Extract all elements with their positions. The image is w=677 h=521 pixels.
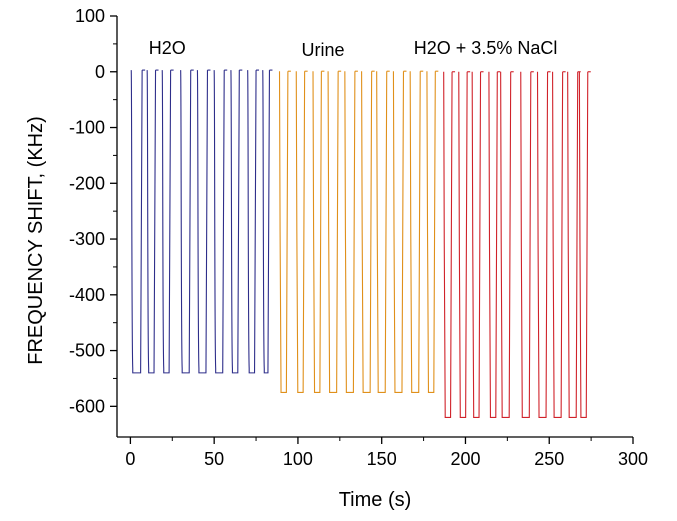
pulse-line xyxy=(536,71,549,419)
x-tick-label: 100 xyxy=(283,449,313,469)
series-annotation: H2O + 3.5% NaCl xyxy=(414,38,558,58)
pulse-line xyxy=(392,71,405,393)
pulse-line xyxy=(443,71,453,419)
pulse-line xyxy=(520,71,532,419)
pulse-line xyxy=(458,71,468,419)
y-tick-label: -100 xyxy=(69,118,105,138)
x-tick-label: 300 xyxy=(618,449,648,469)
x-tick-label: 50 xyxy=(204,449,224,469)
series-1 xyxy=(130,69,273,374)
pulse-line xyxy=(471,71,482,419)
y-tick-label: -600 xyxy=(69,396,105,416)
x-tick-label: 250 xyxy=(534,449,564,469)
y-tick-label: 100 xyxy=(75,6,105,26)
x-tick-label: 200 xyxy=(450,449,480,469)
series-2 xyxy=(278,70,439,393)
x-tick-label: 150 xyxy=(367,449,397,469)
pulse-line xyxy=(361,71,373,393)
y-tick-label: -400 xyxy=(69,285,105,305)
pulse-line xyxy=(312,71,322,393)
pulse-line xyxy=(376,71,388,393)
pulse-line xyxy=(488,71,498,419)
y-tick-label: -200 xyxy=(69,173,105,193)
y-axis-title: FREQUENCY SHIFT, (KHz) xyxy=(25,116,47,365)
pulse-line xyxy=(196,70,209,374)
pulse-line xyxy=(230,70,240,374)
pulse-line xyxy=(426,71,436,393)
pulse-line xyxy=(130,70,143,374)
annotations: H2O Urine H2O + 3.5% NaCl xyxy=(149,38,558,60)
x-tick-label: 0 xyxy=(125,449,135,469)
series-3 xyxy=(443,71,591,419)
y-tick-label: 0 xyxy=(95,62,105,82)
pulse-line xyxy=(567,71,579,419)
pulse-line xyxy=(344,71,356,393)
series-annotation: Urine xyxy=(302,40,345,60)
pulse-line xyxy=(213,70,225,374)
x-axis-title: Time (s) xyxy=(339,489,412,511)
y-tick-label: -500 xyxy=(69,341,105,361)
pulse-line xyxy=(578,71,589,419)
pulse-line xyxy=(327,71,339,393)
y-tick-label: -300 xyxy=(69,229,105,249)
pulse-line xyxy=(409,71,421,393)
series-annotation: H2O xyxy=(149,38,186,58)
pulse-line xyxy=(278,71,289,393)
pulse-line xyxy=(146,70,157,374)
pulse-line xyxy=(262,70,271,374)
pulse-line xyxy=(161,70,172,374)
pulse-line xyxy=(180,70,192,374)
pulse-line xyxy=(295,71,306,393)
pulse-line xyxy=(552,71,564,419)
data-series-layer xyxy=(130,69,591,419)
pulse-line xyxy=(500,71,512,419)
pulse-line xyxy=(247,70,257,374)
axis-ticks: 100 0 -100 -200 -300 -400 -500 -600 0 50 100 150 200… xyxy=(69,6,648,469)
